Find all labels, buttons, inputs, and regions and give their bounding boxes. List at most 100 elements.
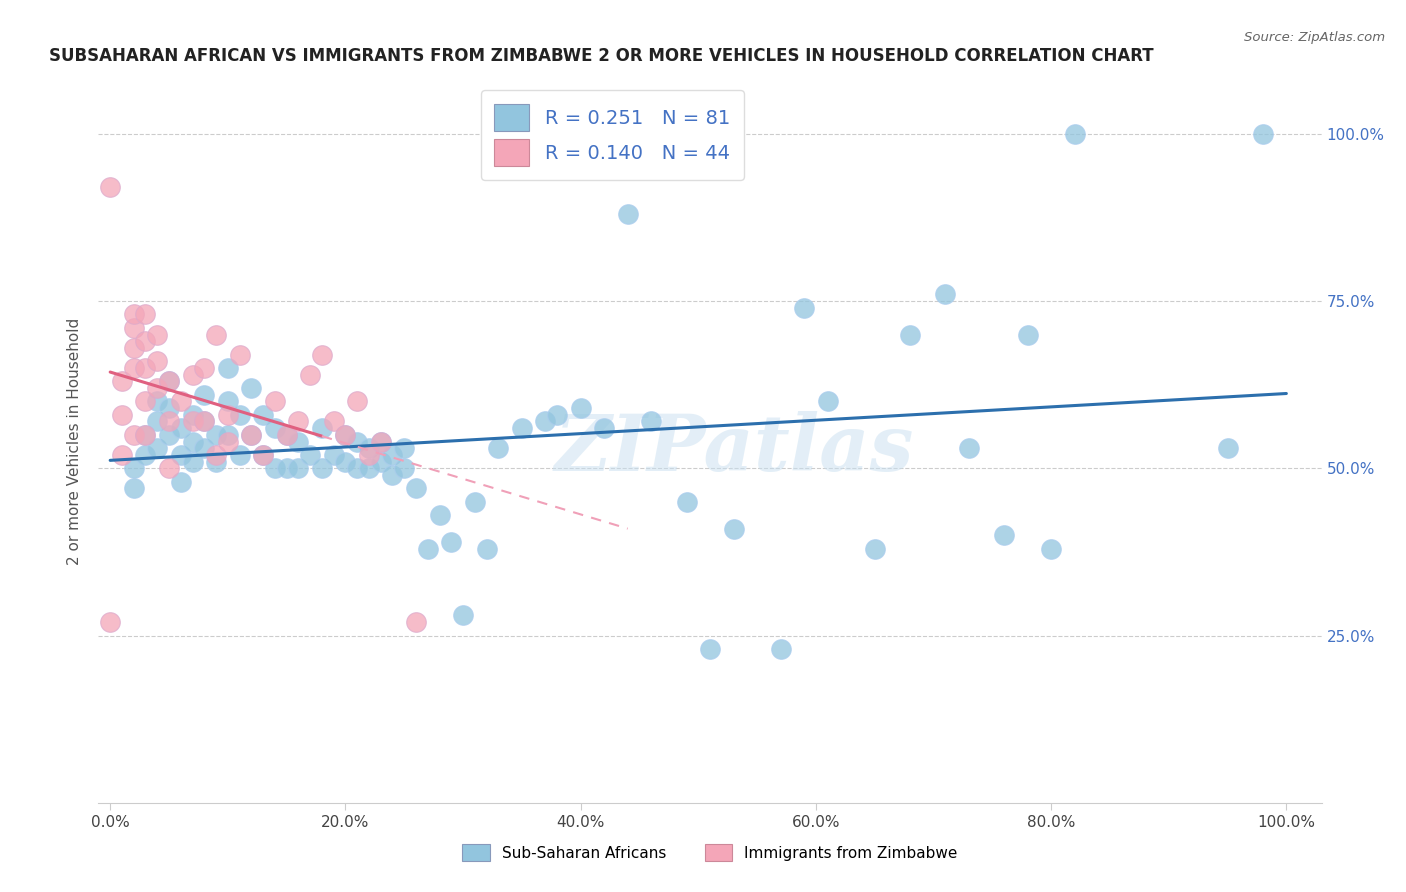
Point <box>111 448 134 462</box>
Point <box>311 461 333 475</box>
Point <box>157 427 180 442</box>
Point <box>392 461 416 475</box>
Point <box>146 354 169 368</box>
Point <box>569 401 592 416</box>
Point <box>370 434 392 449</box>
Point <box>122 361 145 376</box>
Point <box>157 414 180 429</box>
Point <box>157 375 180 389</box>
Point <box>723 521 745 535</box>
Point <box>381 448 404 462</box>
Point <box>228 408 250 422</box>
Point <box>381 467 404 482</box>
Point <box>769 642 792 657</box>
Point <box>193 361 215 376</box>
Point <box>205 448 228 462</box>
Point <box>357 461 380 475</box>
Text: SUBSAHARAN AFRICAN VS IMMIGRANTS FROM ZIMBABWE 2 OR MORE VEHICLES IN HOUSEHOLD C: SUBSAHARAN AFRICAN VS IMMIGRANTS FROM ZI… <box>49 47 1154 65</box>
Point <box>122 321 145 335</box>
Point <box>675 494 697 508</box>
Point <box>957 442 980 455</box>
Point <box>335 455 357 469</box>
Point <box>98 615 121 630</box>
Point <box>157 401 180 416</box>
Point <box>217 361 239 376</box>
Point <box>346 394 368 409</box>
Point <box>1040 541 1063 556</box>
Point <box>699 642 721 657</box>
Point <box>217 427 239 442</box>
Point <box>146 327 169 342</box>
Point <box>464 494 486 508</box>
Point <box>405 615 427 630</box>
Point <box>193 387 215 401</box>
Point <box>263 394 285 409</box>
Point <box>1251 127 1274 141</box>
Point <box>98 180 121 194</box>
Point <box>616 207 638 221</box>
Point <box>276 461 298 475</box>
Point <box>322 448 344 462</box>
Point <box>429 508 451 523</box>
Text: Source: ZipAtlas.com: Source: ZipAtlas.com <box>1244 31 1385 45</box>
Point <box>370 455 392 469</box>
Point <box>252 448 274 462</box>
Point <box>170 475 193 489</box>
Point <box>111 408 134 422</box>
Point <box>134 307 156 322</box>
Point <box>122 482 145 496</box>
Point <box>451 608 474 623</box>
Point <box>181 455 204 469</box>
Point <box>122 461 145 475</box>
Point <box>311 348 333 362</box>
Point <box>299 448 322 462</box>
Point <box>287 434 309 449</box>
Legend: Sub-Saharan Africans, Immigrants from Zimbabwe: Sub-Saharan Africans, Immigrants from Zi… <box>456 838 965 867</box>
Point <box>205 427 228 442</box>
Point <box>205 327 228 342</box>
Point <box>993 528 1015 542</box>
Point <box>193 442 215 455</box>
Point <box>228 448 250 462</box>
Point <box>440 534 463 549</box>
Point <box>111 375 134 389</box>
Point <box>322 414 344 429</box>
Point <box>416 541 439 556</box>
Point <box>370 434 392 449</box>
Point <box>193 414 215 429</box>
Point <box>486 442 509 455</box>
Point <box>863 541 886 556</box>
Point <box>170 421 193 435</box>
Point <box>263 461 285 475</box>
Point <box>181 414 204 429</box>
Point <box>217 434 239 449</box>
Point <box>346 461 368 475</box>
Point <box>181 434 204 449</box>
Point <box>546 408 568 422</box>
Point <box>640 414 662 429</box>
Point <box>392 442 416 455</box>
Point <box>335 427 357 442</box>
Point <box>335 427 357 442</box>
Point <box>134 448 156 462</box>
Point <box>134 427 156 442</box>
Point <box>134 361 156 376</box>
Point <box>263 421 285 435</box>
Point <box>240 381 263 395</box>
Point <box>122 427 145 442</box>
Point <box>240 427 263 442</box>
Point <box>122 307 145 322</box>
Point <box>134 427 156 442</box>
Y-axis label: 2 or more Vehicles in Household: 2 or more Vehicles in Household <box>67 318 83 566</box>
Text: ZIPatlas: ZIPatlas <box>555 410 914 487</box>
Point <box>146 394 169 409</box>
Point <box>287 461 309 475</box>
Point <box>146 414 169 429</box>
Point <box>357 448 380 462</box>
Point <box>146 381 169 395</box>
Point <box>134 334 156 349</box>
Point <box>146 442 169 455</box>
Point <box>252 408 274 422</box>
Point <box>817 394 839 409</box>
Point <box>228 348 250 362</box>
